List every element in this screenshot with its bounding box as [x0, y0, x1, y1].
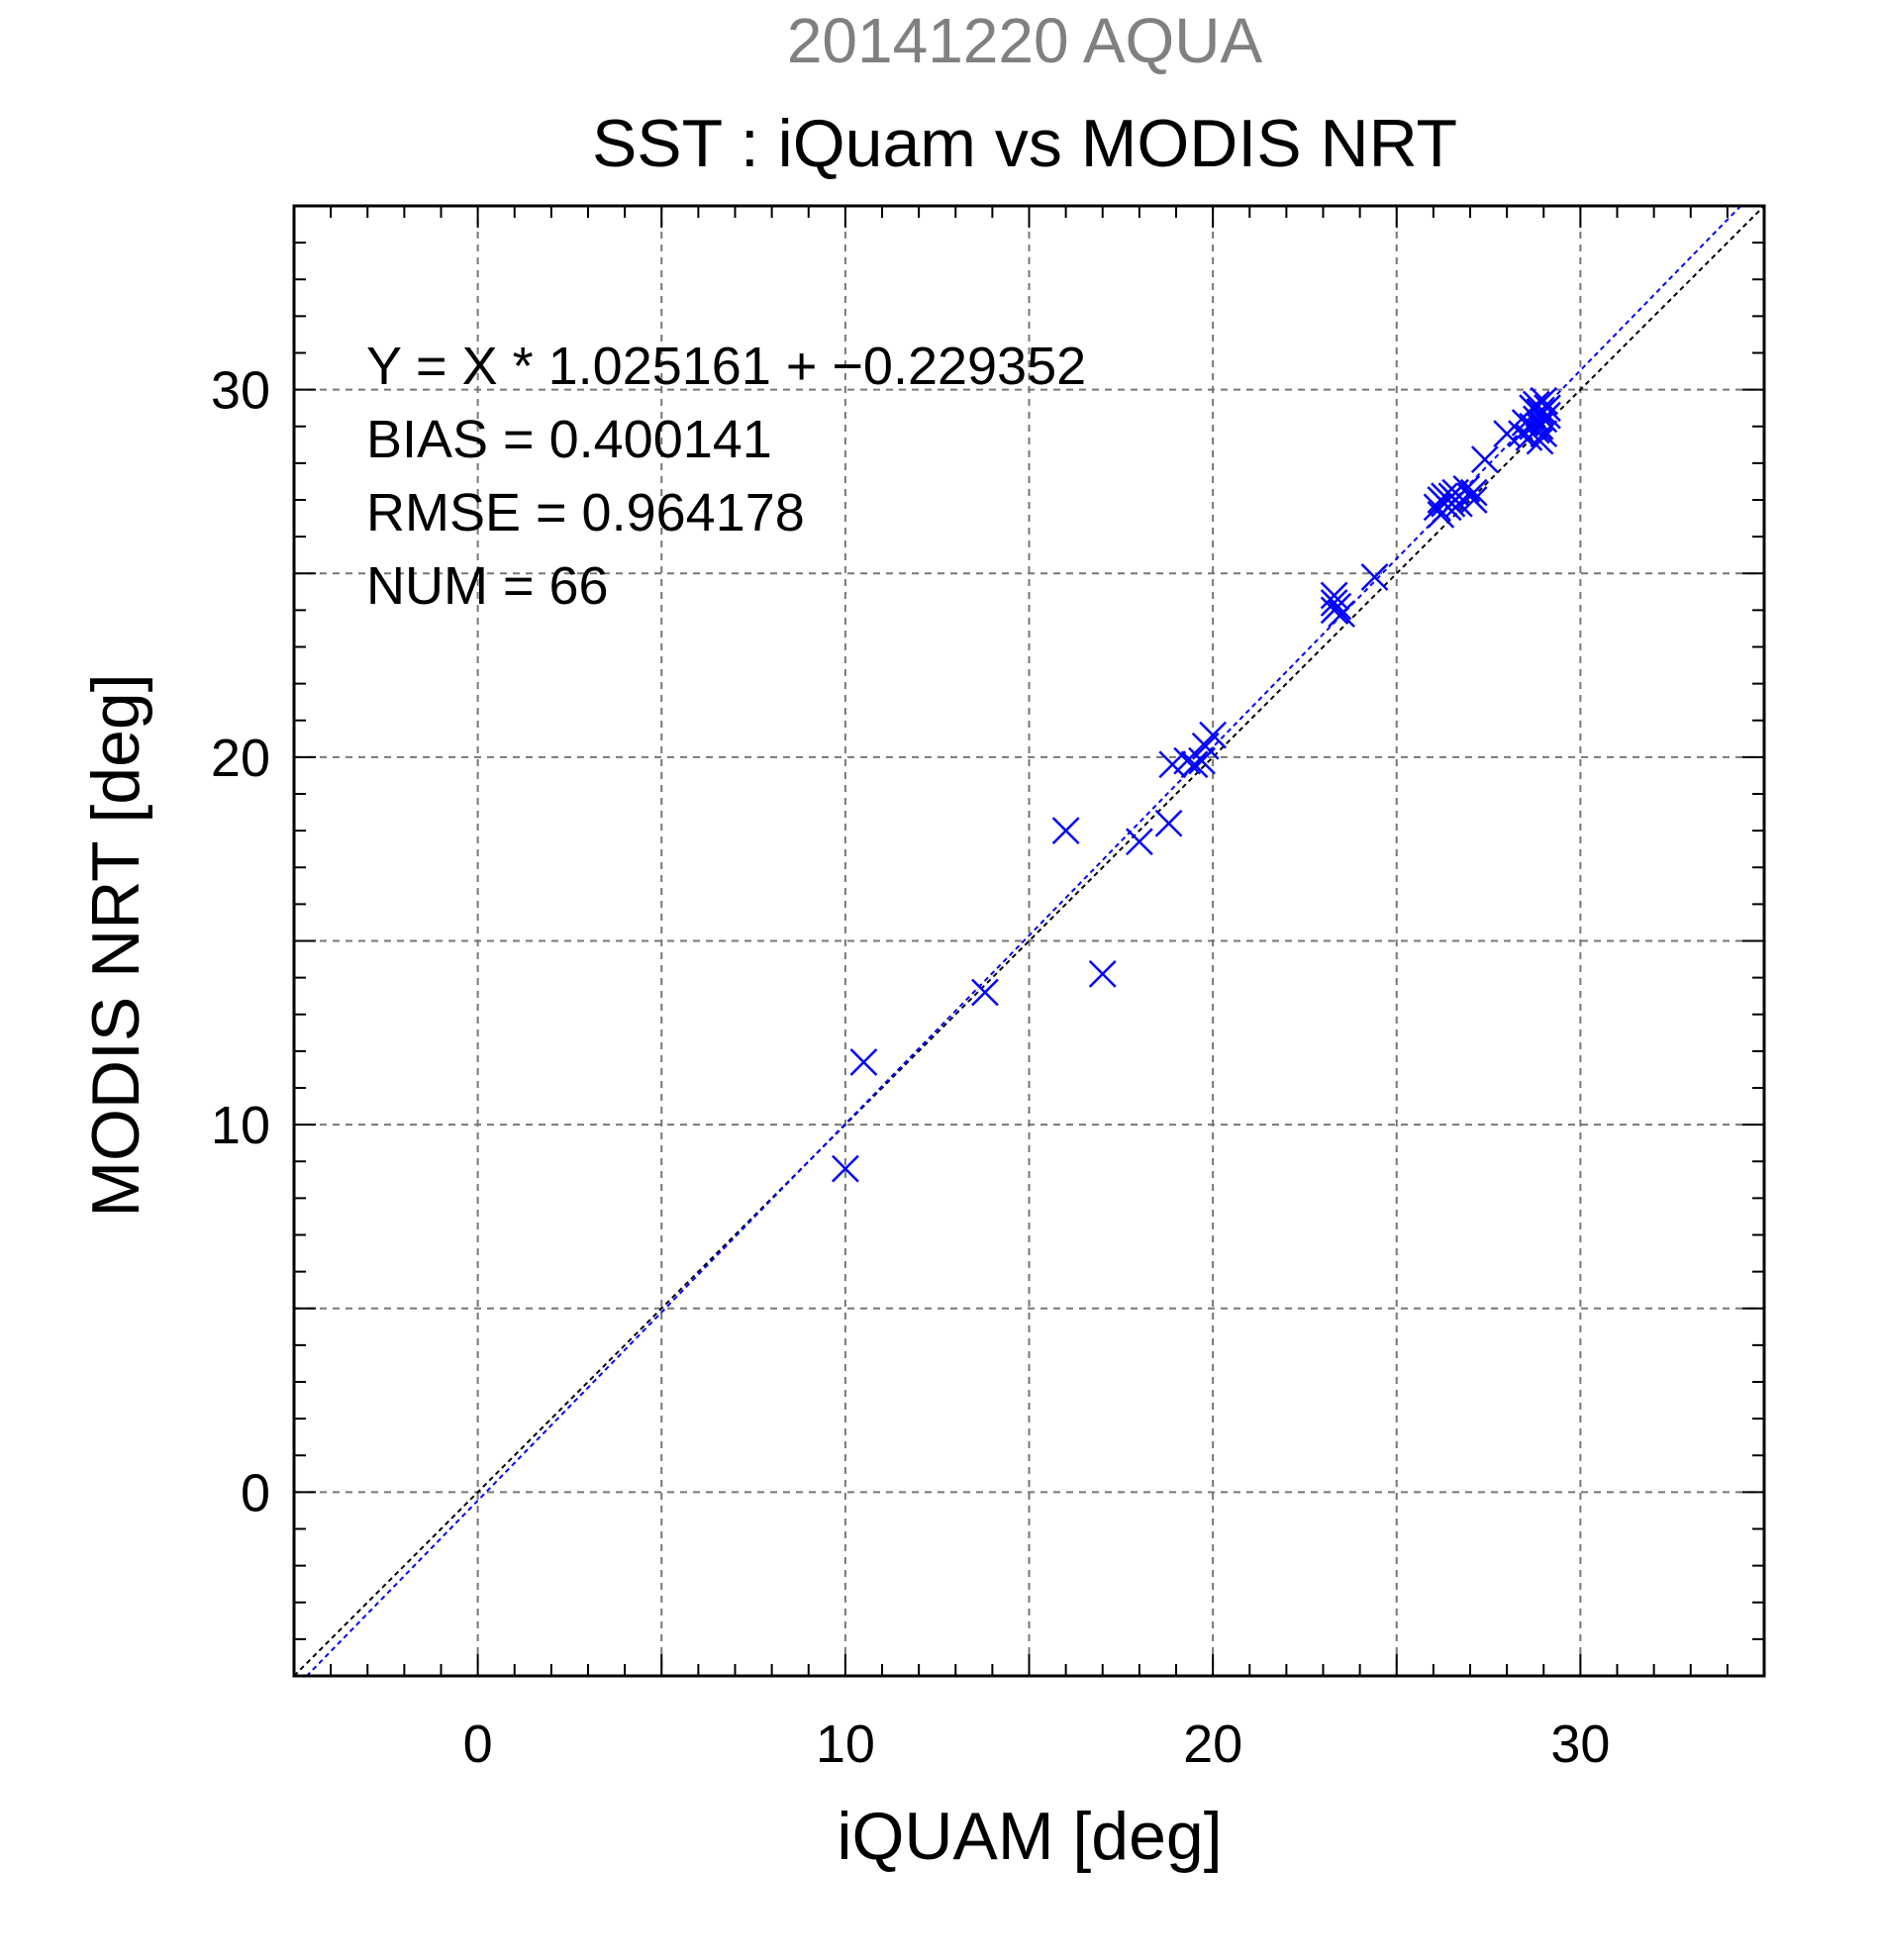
data-point [1320, 581, 1348, 610]
grid-lines [294, 206, 1764, 1676]
data-point-stroke [1051, 817, 1080, 845]
stat-line-rmse: RMSE = 0.964178 [366, 483, 805, 542]
data-point-stroke [1526, 412, 1554, 441]
data-point-stroke [1125, 828, 1153, 856]
y-tick-label: 20 [211, 729, 270, 788]
data-point [1173, 746, 1202, 775]
data-point-stroke [1511, 409, 1539, 437]
y-axis-label: MODIS NRT [deg] [78, 673, 153, 1217]
stat-line-bias: BIAS = 0.400141 [366, 410, 772, 469]
stat-line-num: NUM = 66 [366, 556, 609, 616]
axis-ticks [293, 205, 1765, 1677]
data-point-stroke [1328, 600, 1355, 628]
data-point [1459, 478, 1488, 507]
data-point-stroke [1459, 478, 1488, 507]
y-tick-label: 30 [211, 361, 270, 421]
data-point [1470, 445, 1499, 474]
identity-line [294, 206, 1764, 1676]
data-point-stroke [831, 1154, 859, 1183]
data-point-stroke [1470, 445, 1499, 474]
data-point [1526, 412, 1554, 441]
data-point [1125, 828, 1153, 856]
data-point [831, 1154, 859, 1183]
data-point-stroke [1199, 721, 1228, 749]
data-point [1154, 809, 1183, 837]
data-point [1051, 817, 1080, 845]
data-point-stroke [1526, 427, 1554, 455]
data-point [971, 978, 999, 1007]
data-point-stroke [1452, 474, 1481, 503]
data-point-stroke [1088, 960, 1117, 988]
chart-title-date: 20141220 AQUA [787, 5, 1263, 76]
data-point-stroke [1320, 589, 1348, 617]
data-point-stroke [1360, 563, 1389, 591]
chart-title: SST : iQuam vs MODIS NRT [592, 106, 1457, 181]
data-point [1088, 960, 1117, 988]
regression-line [305, 206, 1742, 1676]
data-point-stroke [1154, 809, 1183, 837]
data-point-stroke [1173, 746, 1202, 775]
y-tick-label: 0 [241, 1463, 270, 1522]
data-point [1459, 486, 1488, 514]
tick-labels: 0 10 20 30 0 10 20 30 [211, 361, 1610, 1774]
data-point-stroke [971, 978, 999, 1007]
data-point-stroke [849, 1048, 878, 1076]
data-point [1199, 721, 1228, 749]
data-point-stroke [1320, 581, 1348, 610]
data-point [1360, 563, 1389, 591]
x-tick-label: 30 [1550, 1715, 1610, 1774]
data-point [849, 1048, 878, 1076]
x-axis-label: iQUAM [deg] [837, 1799, 1222, 1874]
data-point [1534, 394, 1561, 423]
x-tick-label: 10 [816, 1715, 875, 1774]
data-point-stroke [1534, 394, 1561, 423]
data-point-stroke [1180, 750, 1209, 779]
stat-line-regression: Y = X * 1.025161 + −0.229352 [366, 337, 1086, 396]
data-point-stroke [1459, 486, 1488, 514]
data-point [1530, 420, 1558, 448]
x-tick-label: 20 [1183, 1715, 1242, 1774]
data-point [1180, 750, 1209, 779]
y-tick-label: 10 [211, 1096, 270, 1155]
x-tick-label: 0 [463, 1715, 493, 1774]
data-point-stroke [1530, 420, 1558, 448]
reference-lines [294, 206, 1764, 1676]
data-point [1320, 589, 1348, 617]
data-points [831, 386, 1561, 1183]
